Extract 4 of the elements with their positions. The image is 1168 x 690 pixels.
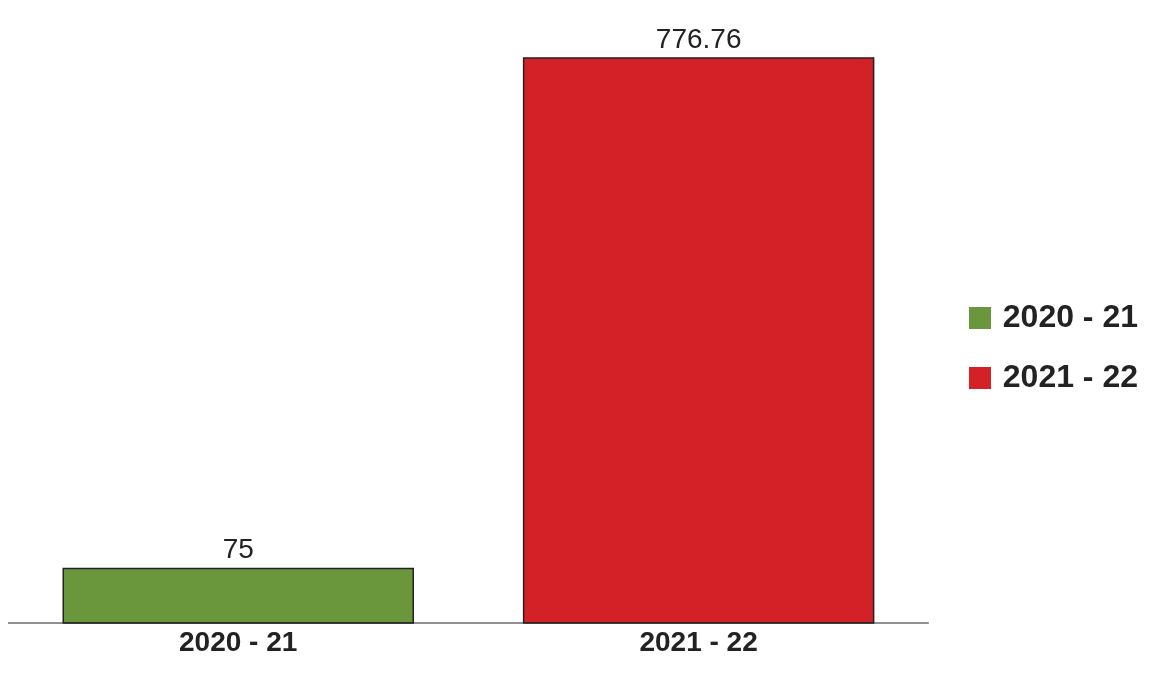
data-label: 75 bbox=[222, 533, 254, 565]
legend-label: 2021 - 22 bbox=[1002, 357, 1138, 394]
data-label: 776.76 bbox=[655, 23, 742, 54]
legend-label: 2020 - 21 bbox=[1002, 297, 1138, 334]
